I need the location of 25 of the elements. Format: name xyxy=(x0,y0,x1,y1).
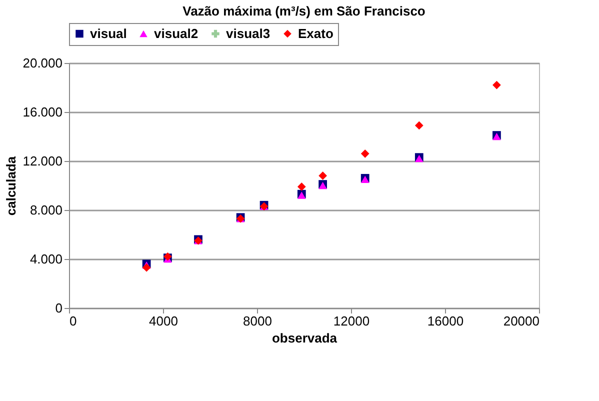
x-tick-label: 0 xyxy=(70,314,77,328)
y-tick-label: 16.000 xyxy=(22,104,62,120)
y-tick-label: 4.000 xyxy=(30,252,62,266)
x-tick-label: 16000 xyxy=(427,314,464,328)
legend-label: visual xyxy=(90,26,127,41)
point xyxy=(142,263,151,272)
point xyxy=(492,80,501,90)
y-tick-label: 0 xyxy=(55,300,62,316)
point xyxy=(318,172,327,180)
y-tick-label: 8.000 xyxy=(30,202,62,218)
legend-label: visual3 xyxy=(226,26,270,41)
legend-label: Exato xyxy=(298,26,334,41)
x-tick-label: 4000 xyxy=(149,314,178,328)
chart-title: Vazão máxima (m³/s) em São Francisco xyxy=(182,4,426,18)
point xyxy=(297,182,306,191)
point xyxy=(360,149,370,158)
x-tick-label: 20000 xyxy=(503,314,540,328)
legend-label: visual2 xyxy=(154,26,198,41)
y-tick-label: 20.000 xyxy=(22,56,62,70)
y-tick-label: 12.000 xyxy=(22,154,62,168)
x-tick-label: 12000 xyxy=(333,314,370,328)
y-axis-title: calculada xyxy=(4,156,19,216)
point xyxy=(414,121,424,130)
x-axis-title: observada xyxy=(272,330,338,346)
x-tick-label: 8000 xyxy=(243,314,272,328)
